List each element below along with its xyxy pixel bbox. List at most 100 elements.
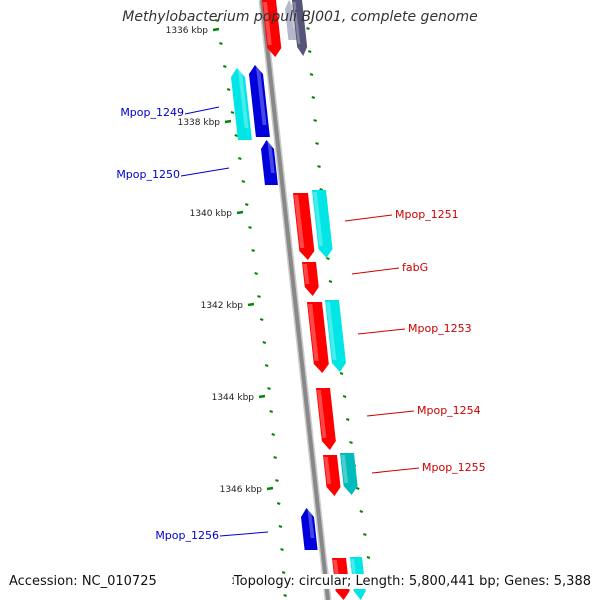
gene-arrow-mpop-1251-body — [293, 193, 315, 260]
cds-arrow-mpop-1251-body — [312, 190, 333, 258]
track-dot — [339, 372, 344, 375]
track-dot — [230, 111, 235, 114]
track-dot — [222, 65, 227, 68]
genome-summary-text: Topology: circular; Length: 5,800,441 bp… — [233, 574, 591, 589]
track-dot — [275, 479, 279, 482]
track-dot — [219, 42, 223, 45]
gene-arrow-mpop-1249-body — [248, 65, 270, 137]
leader-line — [351, 267, 400, 275]
gene-arrow-mpop-1249 — [248, 65, 270, 137]
tick-label: 1342 kbp — [201, 301, 244, 311]
track-dot — [363, 533, 367, 536]
cds-arrow-mpop-1255-highlight — [341, 455, 349, 483]
gene-arrow-mpop-1251-highlight — [294, 195, 305, 248]
gene-arrow-mpop-1254-body — [316, 388, 336, 450]
gene-arrow-mpop-1251 — [293, 193, 315, 260]
track-dot — [269, 410, 273, 413]
track-dot — [315, 142, 319, 145]
gene-label-forward: Mpop_1254 — [417, 404, 481, 417]
track-dot — [244, 203, 249, 206]
tick-label: 1344 kbp — [212, 393, 255, 403]
gene-arrow-mpop-1253-highlight — [308, 304, 319, 361]
gene-arrow-fabg-highlight — [303, 264, 310, 284]
gene-arrow-mpop-1255 — [323, 455, 341, 496]
gene-arrow-mpop-1255-highlight — [324, 457, 332, 484]
track-dot — [276, 502, 281, 505]
gene-arrow-top-partial-2 — [292, 0, 308, 56]
leader-line — [357, 328, 406, 335]
tick-mark — [236, 210, 244, 215]
track-dot — [259, 318, 264, 321]
gene-arrow-mpop-1254-highlight — [317, 390, 327, 438]
gene-arrow-mpop-1250 — [260, 140, 278, 185]
gene-label-reverse: Mpop_1256 — [155, 529, 219, 542]
backbone-line — [260, 0, 330, 600]
track-dot — [238, 157, 242, 160]
gene-label-forward: Mpop_1251 — [395, 208, 459, 221]
cds-arrow-mpop-1253 — [325, 300, 346, 372]
map-title: Methylobacterium populi BJ001, complete … — [122, 9, 478, 25]
cds-arrow-mpop-1249-highlight — [238, 70, 249, 128]
gene-arrow-fabg-body — [302, 262, 319, 296]
backbone — [258, 0, 332, 600]
track-dot — [248, 226, 252, 229]
track-dot — [262, 341, 267, 344]
tick-track-left — [215, 19, 287, 597]
gene-arrow-mpop-1250-highlight — [267, 142, 275, 173]
track-dot — [257, 295, 261, 298]
track-dot — [345, 418, 350, 421]
gene-arrow-top-partial — [262, 0, 282, 57]
leader-line — [184, 106, 220, 115]
track-dot — [317, 165, 321, 168]
track-dot — [254, 272, 258, 275]
tick-label: 1338 kbp — [178, 118, 221, 128]
cds-arrow-top-partial-highlight — [290, 2, 296, 28]
gene-arrow-top-partial-body — [262, 0, 282, 57]
track-dot — [278, 525, 283, 528]
tick-mark — [266, 486, 274, 491]
track-dot — [328, 280, 333, 283]
gene-arrow-top-partial-highlight — [263, 2, 272, 45]
track-dot — [319, 188, 323, 191]
tick-mark — [212, 27, 220, 32]
track-dot — [264, 364, 269, 367]
gene-arrow-mpop-1255-body — [323, 455, 341, 496]
gene-arrow-mpop-1254 — [316, 388, 336, 450]
gene-arrow-mpop-1249-highlight — [256, 67, 267, 125]
track-dot — [215, 19, 219, 22]
cds-arrow-mpop-1251 — [312, 190, 333, 258]
tick-mark — [224, 119, 232, 124]
track-dot — [359, 510, 364, 513]
track-dot — [309, 73, 314, 76]
gene-label-reverse: Mpop_1249 — [120, 106, 184, 119]
track-dot — [241, 180, 246, 183]
leader-line — [366, 410, 415, 417]
gene-arrow-mpop-1250-body — [260, 140, 278, 185]
track-dot — [355, 487, 360, 490]
gene-arrow-mpop-1253 — [307, 302, 329, 373]
gene-label-forward: Mpop_1255 — [422, 461, 486, 474]
track-dot — [313, 119, 317, 122]
cds-arrow-mpop-1255 — [340, 453, 358, 495]
track-dot — [307, 50, 312, 53]
cds-arrow-mpop-1249-body — [230, 68, 252, 140]
tick-label: 1336 kbp — [166, 26, 209, 36]
tick-mark — [258, 394, 266, 399]
gene-arrow-mpop-1253-body — [307, 302, 329, 373]
accession-text: Accession: NC_010725 — [9, 574, 157, 589]
track-dot — [366, 556, 371, 559]
gene-arrow-top-partial-2-body — [292, 0, 308, 56]
track-dot — [342, 395, 347, 398]
gene-label-reverse: Mpop_1250 — [116, 168, 180, 181]
track-dot — [283, 594, 287, 597]
track-dot — [267, 387, 271, 390]
cds-arrow-mpop-1253-highlight — [326, 302, 337, 360]
leader-line — [344, 214, 393, 222]
track-dot — [280, 548, 284, 551]
track-dot — [281, 571, 286, 574]
tick-label: 1346 kbp — [220, 485, 263, 495]
gene-label-forward: Mpop_1253 — [408, 322, 472, 335]
track-dot — [326, 257, 330, 260]
leader-line — [180, 167, 230, 177]
